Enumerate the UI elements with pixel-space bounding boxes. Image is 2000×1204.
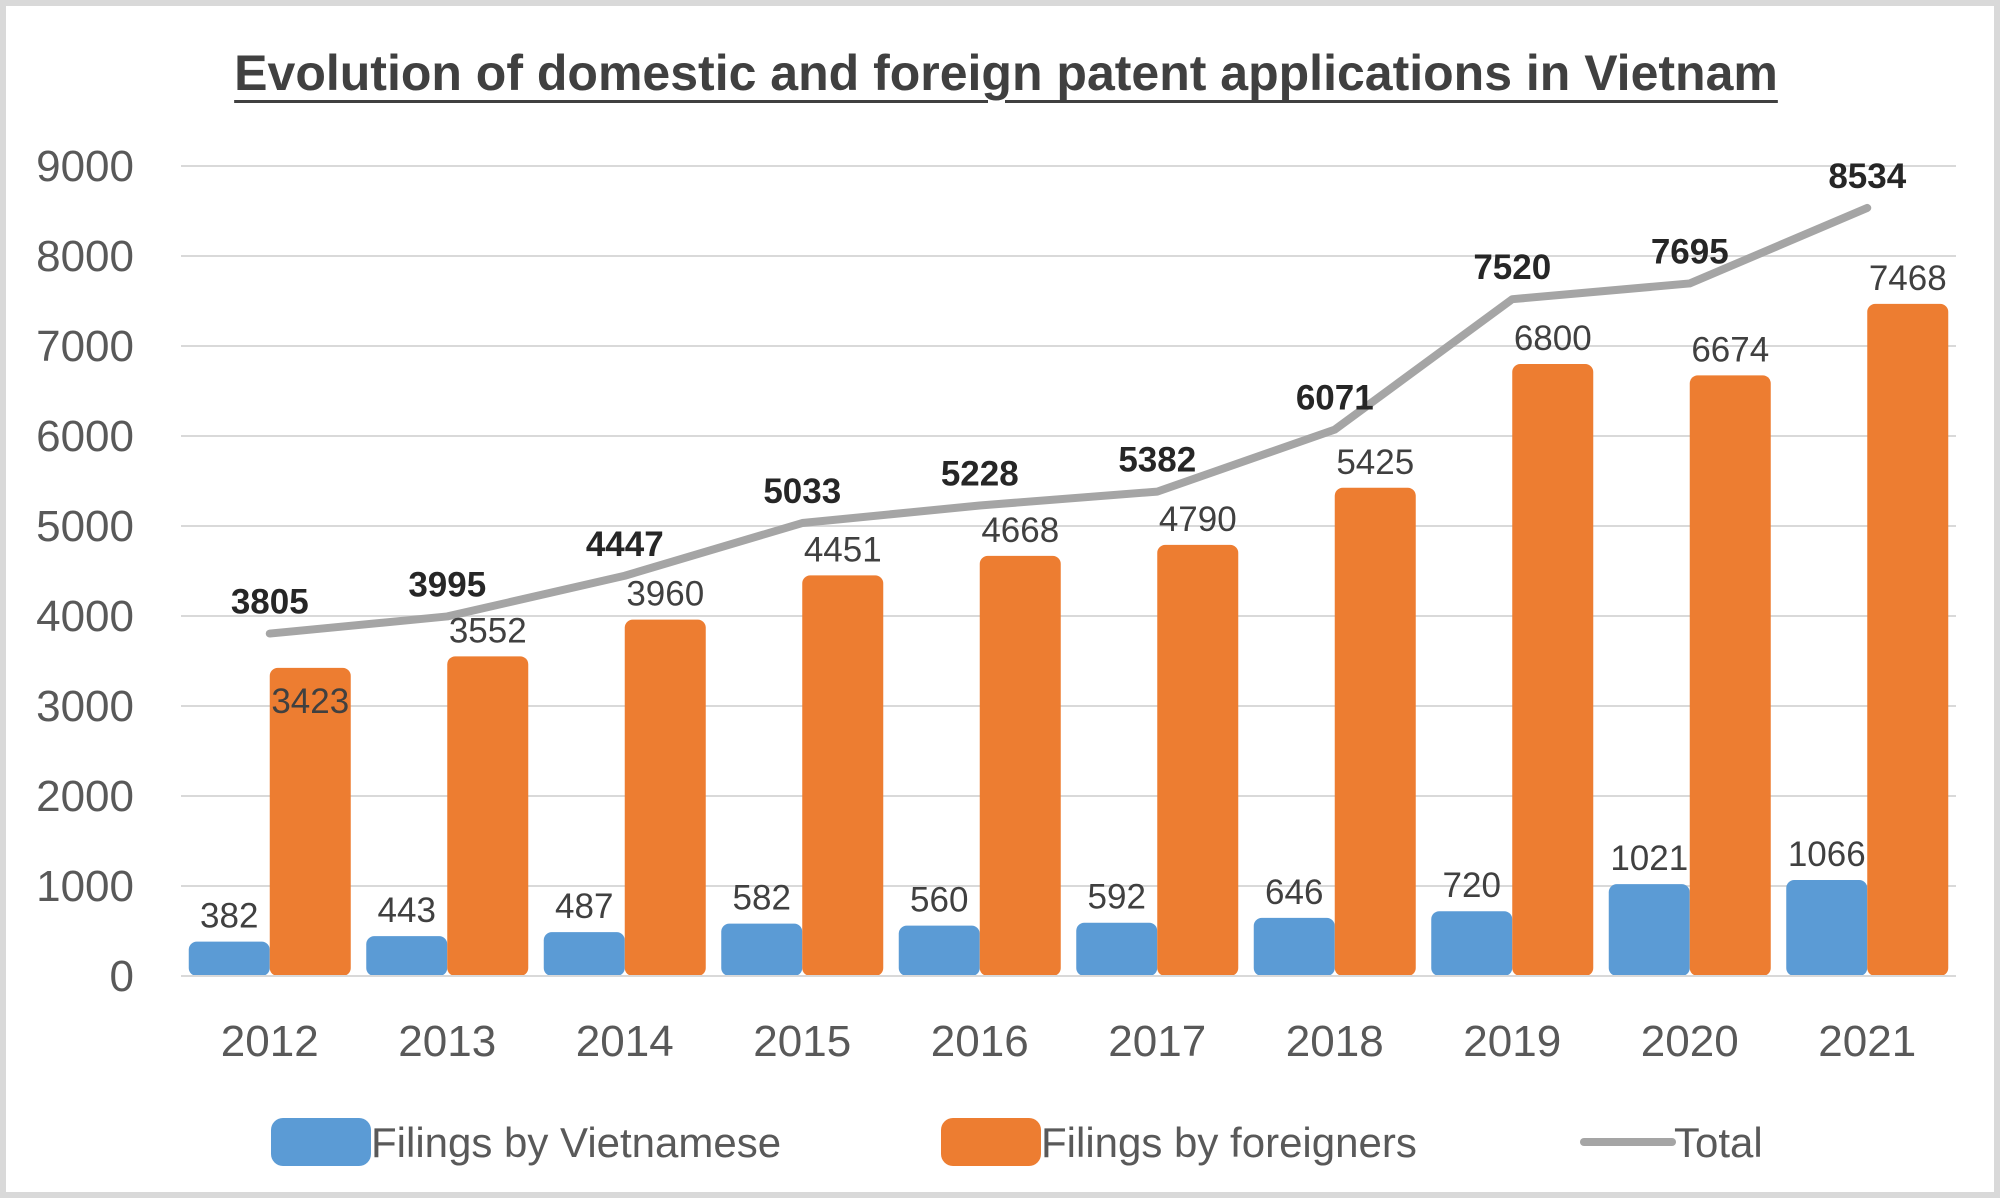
data-label-foreigners: 4668 bbox=[981, 511, 1059, 550]
y-tick-label: 6000 bbox=[36, 412, 134, 461]
data-label-foreigners: 3552 bbox=[449, 611, 527, 650]
y-tick-label: 1000 bbox=[36, 862, 134, 911]
data-label-foreigners: 4790 bbox=[1159, 500, 1237, 539]
data-label-foreigners: 4451 bbox=[804, 530, 882, 569]
bar-vietnamese bbox=[1786, 880, 1867, 976]
data-label-total: 6071 bbox=[1296, 379, 1374, 418]
y-tick-label: 9000 bbox=[36, 142, 134, 191]
legend-swatch bbox=[271, 1118, 371, 1166]
y-axis-ticks: 0 1000 2000 3000 4000 5000 6000 7000 8000 9000 bbox=[36, 142, 134, 1001]
x-tick-label: 2016 bbox=[931, 1017, 1029, 1066]
data-label-total: 5382 bbox=[1118, 441, 1196, 480]
x-tick-label: 2020 bbox=[1641, 1017, 1739, 1066]
y-tick-label: 3000 bbox=[36, 682, 134, 731]
data-label-vietnamese: 720 bbox=[1443, 866, 1501, 905]
data-label-vietnamese: 560 bbox=[910, 881, 968, 920]
bar-foreigners bbox=[1867, 304, 1948, 976]
data-label-total: 7520 bbox=[1473, 248, 1551, 287]
x-tick-label: 2019 bbox=[1463, 1017, 1561, 1066]
x-tick-label: 2015 bbox=[753, 1017, 851, 1066]
y-tick-label: 2000 bbox=[36, 772, 134, 821]
x-tick-label: 2014 bbox=[576, 1017, 674, 1066]
legend-swatch bbox=[941, 1118, 1041, 1166]
data-label-vietnamese: 646 bbox=[1265, 873, 1323, 912]
data-label-vietnamese: 382 bbox=[200, 897, 258, 936]
y-tick-label: 4000 bbox=[36, 592, 134, 641]
data-label-foreigners: 5425 bbox=[1336, 443, 1414, 482]
bar-vietnamese bbox=[189, 942, 270, 976]
bar-vietnamese bbox=[1076, 923, 1157, 976]
x-tick-label: 2013 bbox=[398, 1017, 496, 1066]
data-label-vietnamese: 443 bbox=[378, 891, 436, 930]
data-label-vietnamese: 487 bbox=[555, 887, 613, 926]
legend-label: Filings by Vietnamese bbox=[371, 1119, 781, 1166]
bar-foreigners bbox=[980, 556, 1061, 976]
y-tick-label: 0 bbox=[110, 952, 134, 1001]
data-label-total: 3995 bbox=[408, 565, 486, 604]
bar-vietnamese bbox=[366, 936, 447, 976]
x-tick-label: 2012 bbox=[221, 1017, 319, 1066]
bar-foreigners bbox=[447, 656, 528, 976]
bar-foreigners bbox=[1690, 375, 1771, 976]
legend-label: Total bbox=[1674, 1119, 1763, 1166]
data-label-total: 5033 bbox=[763, 472, 841, 511]
data-label-foreigners: 7468 bbox=[1869, 259, 1947, 298]
x-axis-ticks: 2012 2013 2014 2015 2016 2017 2018 2019 2020 2021 bbox=[221, 1017, 1916, 1066]
data-label-vietnamese: 1021 bbox=[1610, 839, 1688, 878]
data-label-total: 7695 bbox=[1651, 232, 1729, 271]
total-line bbox=[270, 208, 1868, 634]
data-label-foreigners: 6800 bbox=[1514, 319, 1592, 358]
data-label-vietnamese: 582 bbox=[733, 879, 791, 918]
data-label-foreigners: 6674 bbox=[1691, 330, 1769, 369]
y-tick-label: 5000 bbox=[36, 502, 134, 551]
bar-foreigners bbox=[802, 575, 883, 976]
bar-foreigners bbox=[1512, 364, 1593, 976]
bar-vietnamese bbox=[721, 924, 802, 976]
y-tick-label: 8000 bbox=[36, 232, 134, 281]
data-label-foreigners: 3960 bbox=[626, 575, 704, 614]
data-label-foreigners: 3423 bbox=[271, 682, 349, 721]
bar-vietnamese bbox=[1431, 911, 1512, 976]
legend: Filings by Vietnamese Filings by foreigne… bbox=[271, 1118, 1763, 1166]
bar-vietnamese bbox=[1254, 918, 1335, 976]
data-label-total: 5228 bbox=[941, 454, 1019, 493]
data-label-total: 8534 bbox=[1828, 157, 1906, 196]
data-label-total: 3805 bbox=[231, 583, 309, 622]
x-tick-label: 2017 bbox=[1108, 1017, 1206, 1066]
x-tick-label: 2018 bbox=[1286, 1017, 1384, 1066]
bar-foreigners bbox=[1157, 545, 1238, 976]
bar-vietnamese bbox=[899, 926, 980, 976]
data-label-total: 4447 bbox=[586, 525, 664, 564]
x-tick-label: 2021 bbox=[1818, 1017, 1916, 1066]
bar-foreigners bbox=[1335, 488, 1416, 976]
data-label-vietnamese: 592 bbox=[1088, 878, 1146, 917]
bar-foreigners bbox=[625, 620, 706, 976]
total-line-layer bbox=[270, 208, 1868, 634]
bar-vietnamese bbox=[544, 932, 625, 976]
legend-label: Filings by foreigners bbox=[1041, 1119, 1417, 1166]
data-label-vietnamese: 1066 bbox=[1788, 835, 1866, 874]
chart-svg: 0 1000 2000 3000 4000 5000 6000 7000 8000 9000 38… bbox=[6, 6, 2000, 1204]
bar-vietnamese bbox=[1609, 884, 1690, 976]
y-tick-label: 7000 bbox=[36, 322, 134, 371]
